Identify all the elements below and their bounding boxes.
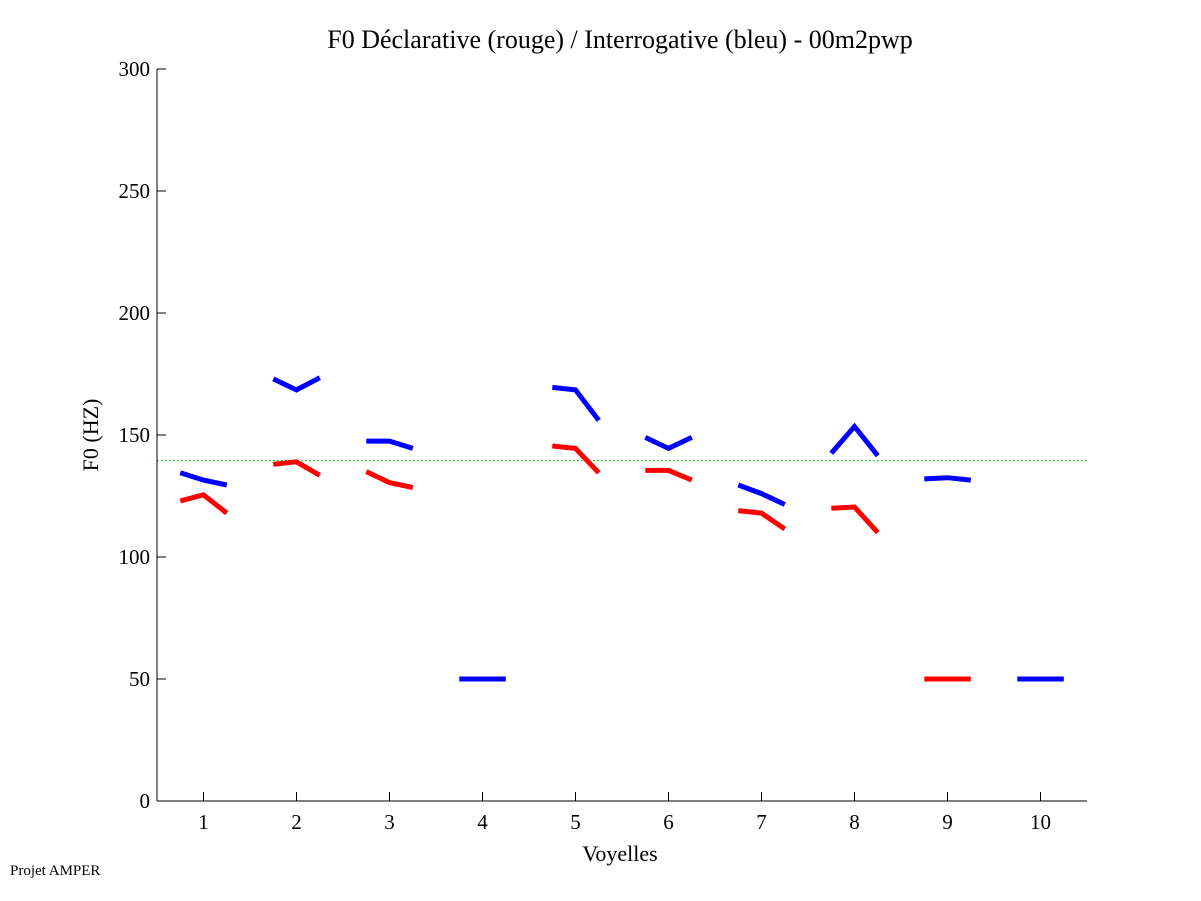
x-tick-label: 2	[291, 810, 302, 834]
axes: 0 50 100 150 200 250 300 1 2 3 4 5 6 7 8 9 10	[119, 57, 1087, 834]
red-segment-vowel-8	[831, 504, 880, 535]
y-tick-label: 0	[140, 789, 151, 813]
blue-segment-vowel-6	[644, 435, 693, 452]
y-axis-label: F0 (HZ)	[78, 399, 103, 472]
x-tick-label: 10	[1030, 810, 1051, 834]
blue-segment-vowel-1	[179, 470, 228, 488]
y-tick-label: 250	[119, 179, 151, 203]
y-tick-label: 200	[119, 301, 151, 325]
x-tick-label: 5	[570, 810, 581, 834]
red-segment-vowel-2	[273, 459, 322, 478]
y-tick-label: 50	[129, 667, 150, 691]
red-segment-vowel-1	[179, 492, 229, 516]
blue-segment-vowel-8	[829, 422, 880, 458]
y-tick-label: 150	[119, 423, 151, 447]
red-segment-vowel-3	[365, 469, 414, 490]
red-segment-vowel-5	[552, 443, 601, 475]
x-tick-label: 3	[384, 810, 395, 834]
x-tick-label: 8	[849, 810, 860, 834]
x-tick-label: 7	[756, 810, 767, 834]
x-tick-label: 1	[198, 810, 209, 834]
x-tick-label: 4	[477, 810, 488, 834]
x-tick-label: 6	[663, 810, 674, 834]
x-axis-label: Voyelles	[582, 841, 657, 866]
blue-segment-vowel-3	[366, 438, 414, 451]
blue-segment-vowel-2	[272, 375, 321, 393]
x-tick-label: 9	[942, 810, 953, 834]
series-layer	[179, 375, 1064, 682]
y-tick-label: 300	[119, 57, 151, 81]
footer-credit: Projet AMPER	[10, 863, 101, 879]
red-segment-vowel-6	[645, 467, 693, 483]
blue-segment-vowel-5	[552, 384, 601, 422]
blue-segment-vowel-7	[737, 482, 786, 507]
red-segment-vowel-7	[738, 508, 787, 531]
chart-title: F0 Déclarative (rouge) / Interrogative (…	[327, 25, 913, 54]
blue-segment-vowel-9	[924, 475, 972, 483]
y-tick-label: 100	[119, 545, 151, 569]
